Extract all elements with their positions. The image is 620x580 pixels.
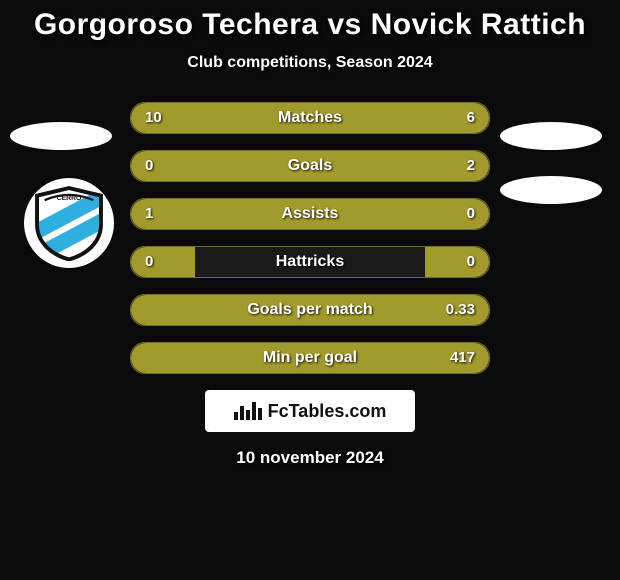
- page-subtitle: Club competitions, Season 2024: [0, 54, 620, 72]
- stat-row: Goals0 2: [130, 150, 490, 182]
- brand-badge: FcTables.com: [205, 390, 415, 432]
- stat-value-right: 2: [467, 151, 475, 181]
- stat-value-right: 0: [467, 247, 475, 277]
- stat-label: Goals: [131, 151, 489, 181]
- svg-text:CERRO: CERRO: [57, 195, 82, 202]
- stat-label: Assists: [131, 199, 489, 229]
- left-club-badge: CERRO: [24, 178, 114, 268]
- right-player-photo-placeholder: [500, 122, 602, 150]
- stat-label: Goals per match: [131, 295, 489, 325]
- stat-label: Matches: [131, 103, 489, 133]
- left-player-photo-placeholder: [10, 122, 112, 150]
- stat-value-right: 0: [467, 199, 475, 229]
- page-title: Gorgoroso Techera vs Novick Rattich: [0, 0, 620, 42]
- stat-row: Assists1 0: [130, 198, 490, 230]
- footer-date: 10 november 2024: [0, 448, 620, 468]
- club-cerro-icon: CERRO: [31, 185, 107, 261]
- stat-value-right: 417: [450, 343, 475, 373]
- stat-value-left: 1: [145, 199, 153, 229]
- stat-value-left: 0: [145, 151, 153, 181]
- right-club-badge-placeholder: [500, 176, 602, 204]
- stat-value-right: 6: [467, 103, 475, 133]
- stat-row: Hattricks0 0: [130, 246, 490, 278]
- stat-value-left: 0: [145, 247, 153, 277]
- brand-text: FcTables.com: [268, 401, 387, 422]
- stat-row: Min per goal417: [130, 342, 490, 374]
- brand-bars-icon: [234, 402, 262, 420]
- stat-value-left: 10: [145, 103, 162, 133]
- stat-row: Goals per match0.33: [130, 294, 490, 326]
- stat-row: Matches10 6: [130, 102, 490, 134]
- stat-label: Min per goal: [131, 343, 489, 373]
- comparison-rows: Matches106Goals02Assists10Hattricks00Goa…: [130, 102, 490, 374]
- stat-label: Hattricks: [131, 247, 489, 277]
- stat-value-right: 0.33: [446, 295, 475, 325]
